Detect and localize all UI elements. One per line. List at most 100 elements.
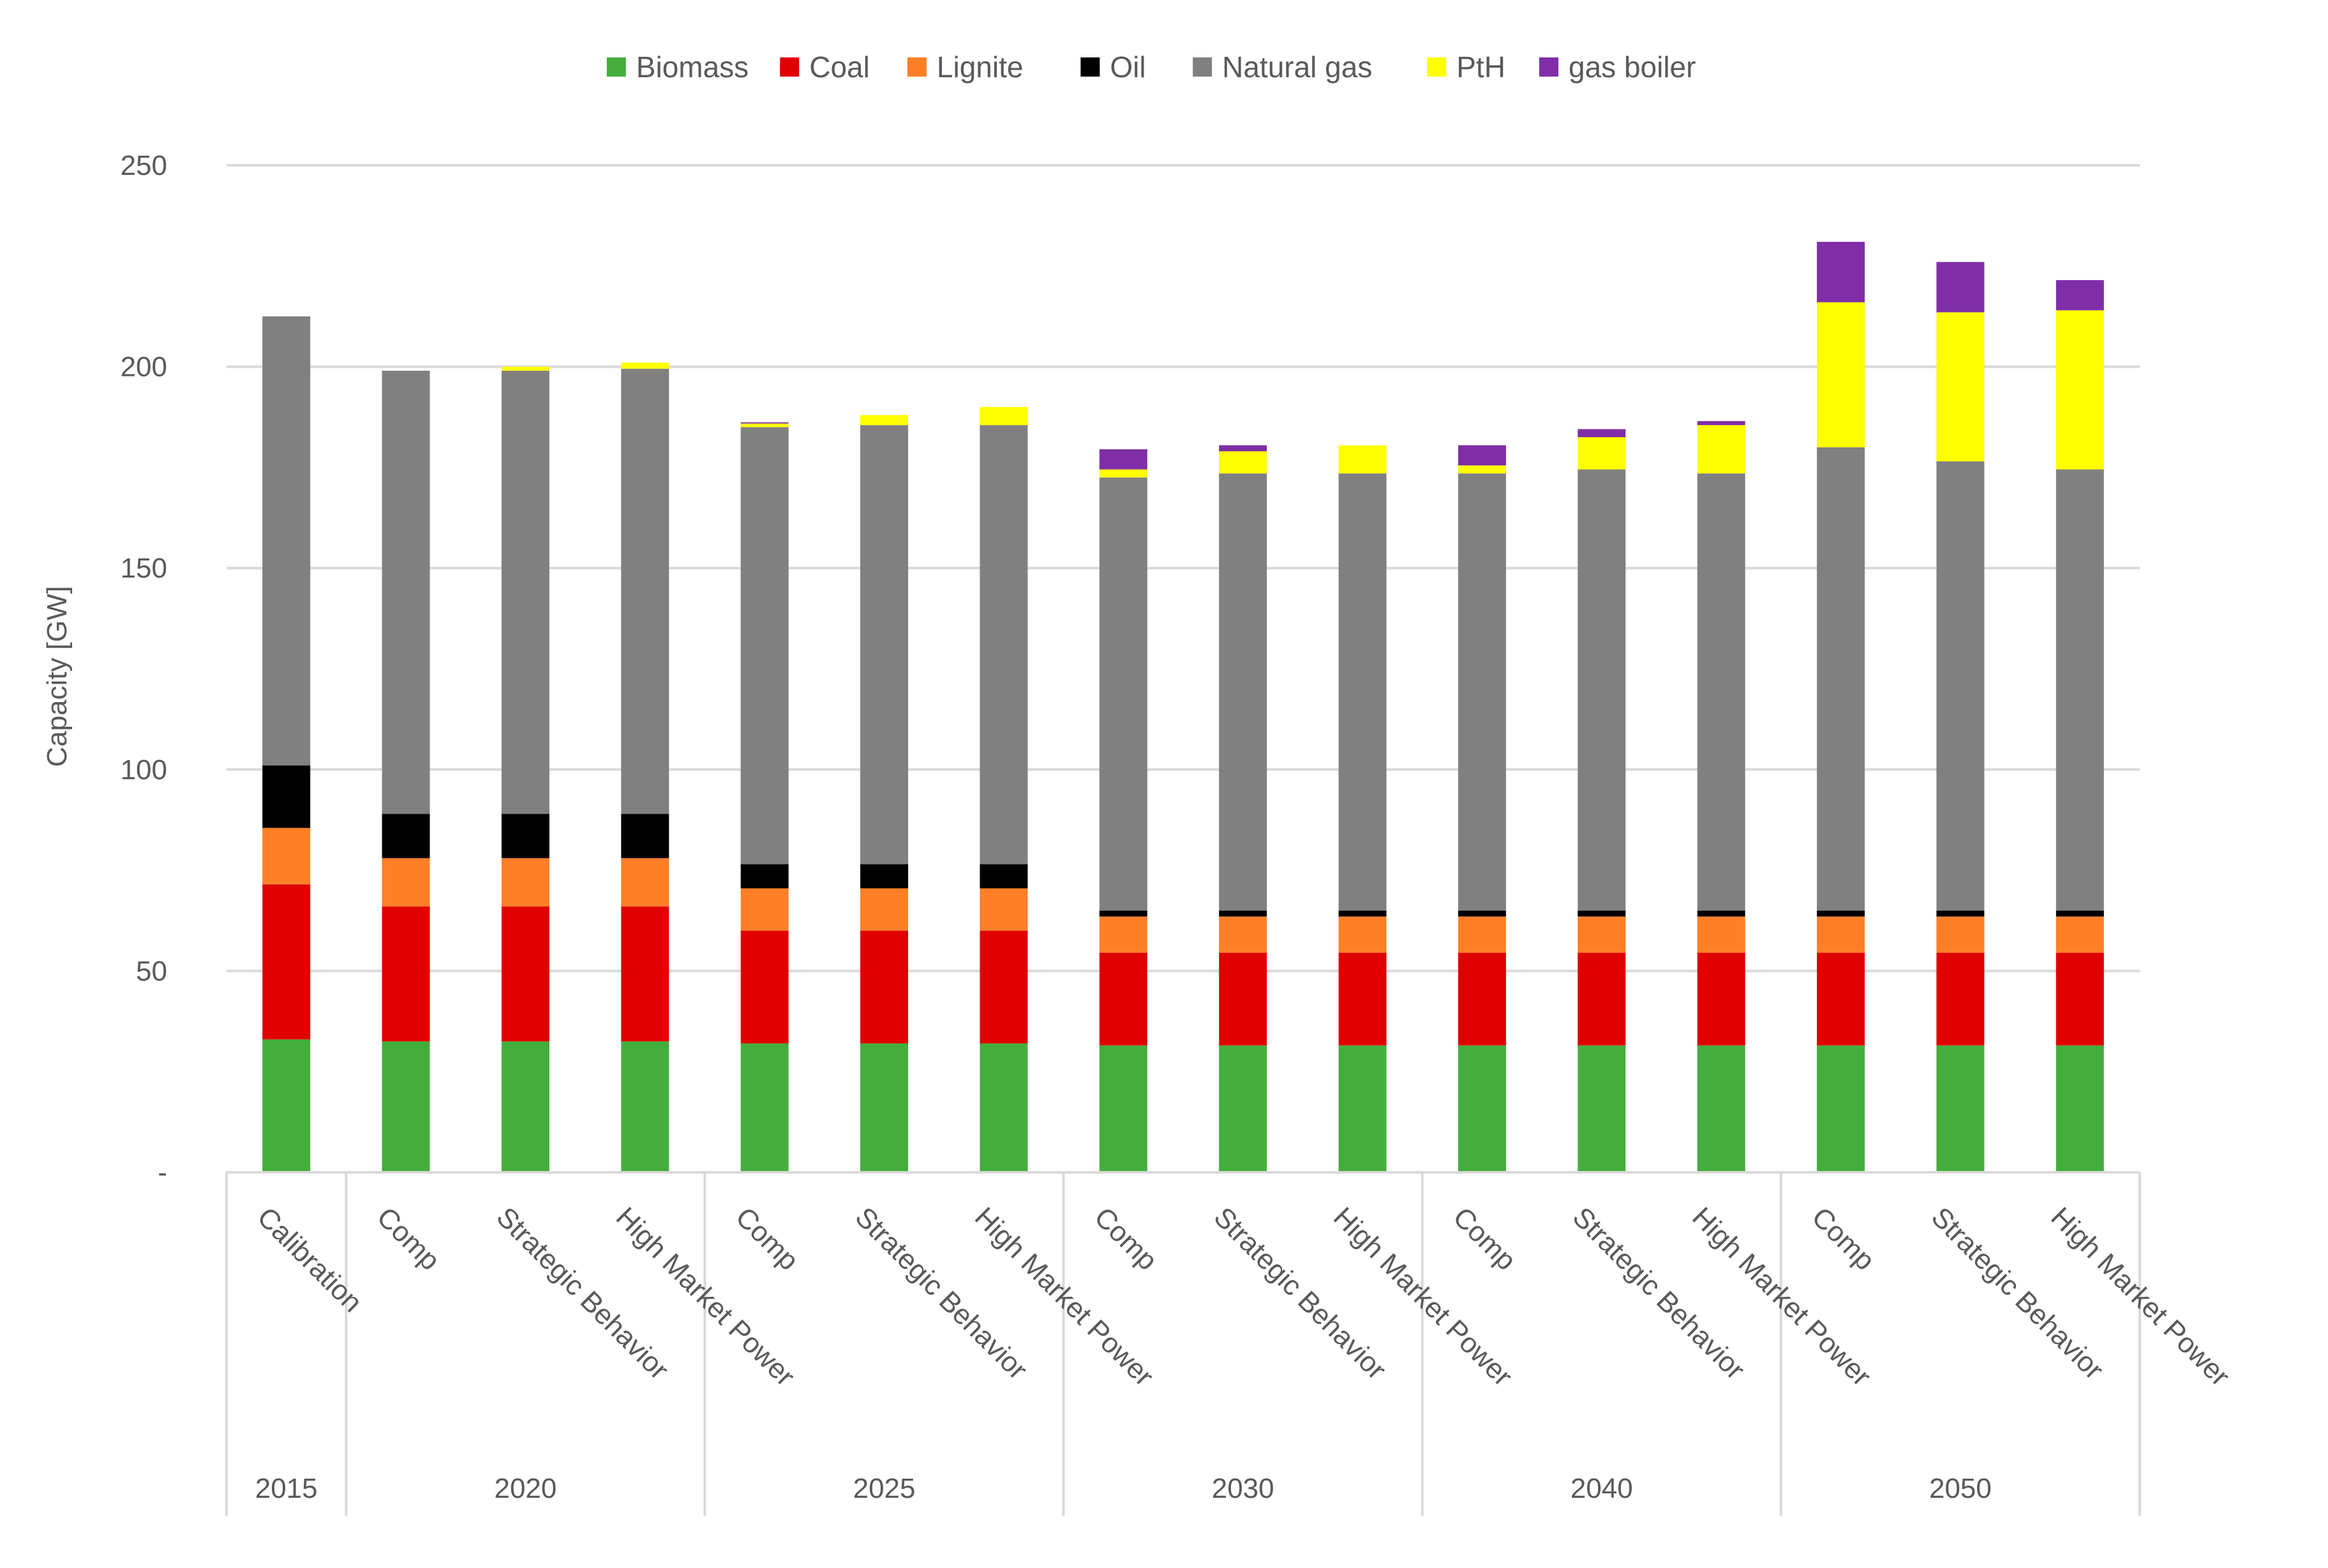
bar-segment-gas-boiler (1578, 429, 1626, 438)
bar-segment-gas-boiler (2056, 280, 2104, 311)
bar-segment-lignite (1338, 916, 1387, 953)
bar-segment-oil (1817, 910, 1865, 917)
bar-segment-gas-boiler (1817, 241, 1865, 302)
category-label: Comp (1447, 1201, 1522, 1276)
y-tick-label: 50 (136, 955, 167, 987)
legend: Biomass Coal Lignite Oil Natural gas PtH gas b… (606, 50, 1696, 84)
bar-segment-lignite (1936, 916, 1985, 953)
bar-segment-pth (621, 362, 669, 369)
category-label: Comp (729, 1201, 805, 1276)
bar-segment-natural-gas (382, 370, 430, 814)
bar-segment-lignite (1578, 916, 1626, 953)
legend-swatch (907, 57, 927, 77)
legend-label: Lignite (937, 50, 1024, 84)
bar-segment-gas-boiler (740, 422, 789, 424)
bar-segment-lignite (980, 888, 1028, 931)
legend-swatch (1427, 57, 1447, 77)
bar-segment-lignite (740, 888, 789, 931)
bar-segment-coal (382, 906, 430, 1042)
bar-segment-oil (1578, 910, 1626, 917)
bar-segment-lignite (1099, 916, 1147, 953)
bar-segment-coal (1578, 952, 1626, 1046)
bar-segment-biomass (1458, 1045, 1506, 1172)
category-label: Comp (1088, 1201, 1163, 1276)
legend-swatch (1539, 57, 1558, 77)
bar-segment-biomass (1817, 1045, 1865, 1172)
bar-segment-biomass (980, 1043, 1028, 1172)
bar-segment-pth (860, 415, 909, 426)
bar-segment-pth (1099, 469, 1147, 478)
y-axis-ticks: - 50 100 150 200 250 (121, 150, 167, 1188)
bar-segment-coal (1458, 952, 1506, 1046)
bar-segment-pth (740, 423, 789, 428)
bar-segment-biomass (1338, 1045, 1387, 1172)
bar-segment-natural-gas (1338, 473, 1387, 911)
bar-segment-oil (2056, 910, 2104, 917)
bar-segment-oil (1338, 910, 1387, 917)
bar-segment-coal (1099, 952, 1147, 1046)
bar-segment-natural-gas (2056, 469, 2104, 911)
bar-segment-biomass (501, 1041, 549, 1172)
bar-segment-oil (1936, 910, 1985, 917)
group-label: 2020 (494, 1473, 556, 1504)
bar-segment-coal (860, 930, 909, 1044)
bar-segment-lignite (1458, 916, 1506, 953)
bar-segment-pth (1219, 451, 1267, 474)
bar-segment-lignite (1817, 916, 1865, 953)
group-label: 2040 (1571, 1473, 1633, 1504)
bar-segment-natural-gas (860, 425, 909, 865)
bar-segment-lignite (2056, 916, 2104, 953)
bar-segment-oil (860, 864, 909, 889)
bar-segment-biomass (1697, 1045, 1745, 1172)
bar-segment-pth (501, 366, 549, 371)
y-tick-label: - (158, 1157, 167, 1188)
bar-segment-biomass (1578, 1045, 1626, 1172)
bar-segment-lignite (262, 828, 311, 885)
bar-segment-natural-gas (1936, 461, 1985, 911)
y-tick-label: 250 (121, 150, 167, 181)
bar-segment-coal (1817, 952, 1865, 1046)
bar-segment-gas-boiler (1458, 445, 1506, 466)
bar-segment-natural-gas (1458, 473, 1506, 911)
bar-segment-oil (1219, 910, 1267, 917)
bar-segment-pth (1697, 425, 1745, 474)
bar-segment-oil (262, 765, 311, 828)
bar-segment-lignite (1697, 916, 1745, 953)
bar-segment-biomass (1219, 1045, 1267, 1172)
bar-segment-lignite (501, 858, 549, 907)
bar-segment-biomass (1099, 1045, 1147, 1172)
legend-item-oil: Oil (1080, 50, 1146, 84)
bar-segment-natural-gas (1697, 473, 1745, 911)
legend-item-pth: PtH (1427, 50, 1505, 84)
bar-segment-coal (1219, 952, 1267, 1046)
bar-segment-pth (980, 407, 1028, 426)
bar-segment-coal (1936, 952, 1985, 1046)
legend-label: Coal (809, 50, 870, 84)
bar-segment-biomass (262, 1039, 311, 1172)
bar-segment-natural-gas (1578, 469, 1626, 911)
y-tick-label: 100 (121, 754, 167, 786)
bar-segment-natural-gas (1817, 447, 1865, 911)
bar-segment-natural-gas (1219, 473, 1267, 911)
legend-label: Natural gas (1222, 50, 1372, 84)
bar-segment-biomass (2056, 1045, 2104, 1172)
bar-segment-oil (501, 814, 549, 858)
bar-segment-coal (621, 906, 669, 1042)
bar-segment-gas-boiler (1219, 445, 1267, 452)
bar-segment-gas-boiler (1099, 449, 1147, 470)
bar-segment-gas-boiler (1697, 421, 1745, 426)
bar-segment-oil (382, 814, 430, 858)
legend-swatch (1080, 57, 1100, 77)
category-label: Comp (371, 1201, 446, 1276)
bar-segment-oil (740, 864, 789, 889)
legend-swatch (1193, 57, 1212, 77)
group-label: 2050 (1929, 1473, 1992, 1504)
bar-segment-gas-boiler (1936, 262, 1985, 313)
bar-segment-biomass (621, 1041, 669, 1172)
bar-segment-lignite (1219, 916, 1267, 953)
legend-item-coal: Coal (780, 50, 870, 84)
bar-segment-pth (1817, 302, 1865, 447)
